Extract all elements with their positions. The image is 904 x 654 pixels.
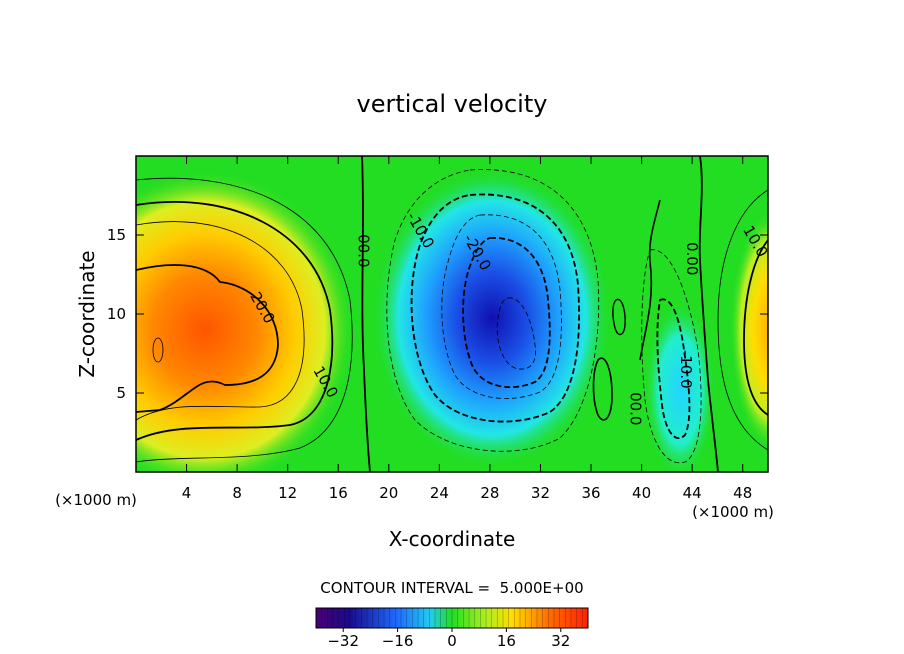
colorbar-tick-label: 0 — [447, 632, 457, 650]
downdraft-center-shading — [372, 168, 612, 468]
colorbar-gradient — [316, 608, 588, 628]
plot-area — [136, 156, 768, 472]
x-axis-label: X-coordinate — [389, 527, 516, 551]
contour-interval-caption: CONTOUR INTERVAL = 5.000E+00 — [320, 579, 583, 597]
contour-line-center-10 — [410, 193, 580, 423]
contour-line-small-cell-a — [592, 357, 613, 421]
x-tick-label: 20 — [379, 484, 398, 502]
y-tick-label: 10 — [107, 305, 126, 323]
downdraft-east-shading — [644, 300, 716, 472]
x-tick-label: 24 — [430, 484, 449, 502]
x-unit-label: (×1000 m) — [692, 503, 774, 521]
contour-line-center-15 — [441, 214, 562, 399]
x-tick-label: 8 — [232, 484, 242, 502]
contour-line-east-dashed-outer — [641, 249, 702, 464]
contour-label: 00.0 — [355, 234, 373, 267]
y-axis-ticks: 5 10 15 — [107, 226, 768, 402]
contour-line-west-15 — [136, 221, 305, 421]
contour-label: 0.00 — [683, 242, 701, 275]
contour-line-zero-middle — [361, 156, 371, 472]
contour-label: -10.0 — [677, 350, 695, 389]
contour-line-west-20 — [136, 264, 279, 413]
colorbar-tick-label: −32 — [327, 632, 359, 650]
colorbar-segments — [321, 608, 583, 628]
colorbar-ticks: −32 −16 0 16 32 — [327, 628, 570, 650]
x-tick-label: 4 — [182, 484, 192, 502]
colorbar-tick-label: 16 — [497, 632, 516, 650]
updraft-east-shading — [730, 210, 768, 450]
contour-line-center-5 — [386, 169, 600, 452]
contour-line-east-10 — [743, 239, 768, 416]
x-tick-label: 16 — [329, 484, 348, 502]
x-tick-label: 40 — [632, 484, 651, 502]
updraft-west-shading — [136, 170, 355, 472]
contour-line-west-5 — [136, 177, 353, 463]
chart-title: vertical velocity — [357, 90, 548, 118]
contour-line-zero-east-mid — [639, 199, 661, 361]
colorbar: −32 −16 0 16 32 — [315, 607, 589, 650]
x-tick-label: 32 — [531, 484, 550, 502]
contour-line-east-dashed — [656, 298, 691, 439]
y-tick-label: 5 — [116, 384, 126, 402]
x-tick-label: 28 — [480, 484, 499, 502]
contour-line-east-zero — [698, 156, 719, 472]
x-tick-label: 44 — [683, 484, 702, 502]
contour-line-east-5 — [717, 189, 768, 451]
x-tick-label: 48 — [733, 484, 752, 502]
contour-label: 00.0 — [626, 392, 644, 425]
colorbar-tick-label: 32 — [551, 632, 570, 650]
contour-line-west-25 — [152, 337, 164, 363]
x-axis-ticks: 4 8 12 16 20 24 28 32 36 40 44 48 — [182, 156, 752, 502]
contour-line-center-20 — [462, 237, 551, 389]
y-tick-label: 15 — [107, 226, 126, 244]
x-tick-label: 36 — [581, 484, 600, 502]
y-axis-label: Z-coordinate — [75, 250, 99, 377]
x-tick-label: 12 — [278, 484, 297, 502]
contour-line-west-10 — [136, 201, 334, 441]
contour-line-center-25 — [496, 297, 536, 370]
z-unit-label: (×1000 m) — [55, 491, 137, 509]
contour-line-small-cell-b — [612, 298, 626, 336]
colorbar-tick-label: −16 — [382, 632, 414, 650]
